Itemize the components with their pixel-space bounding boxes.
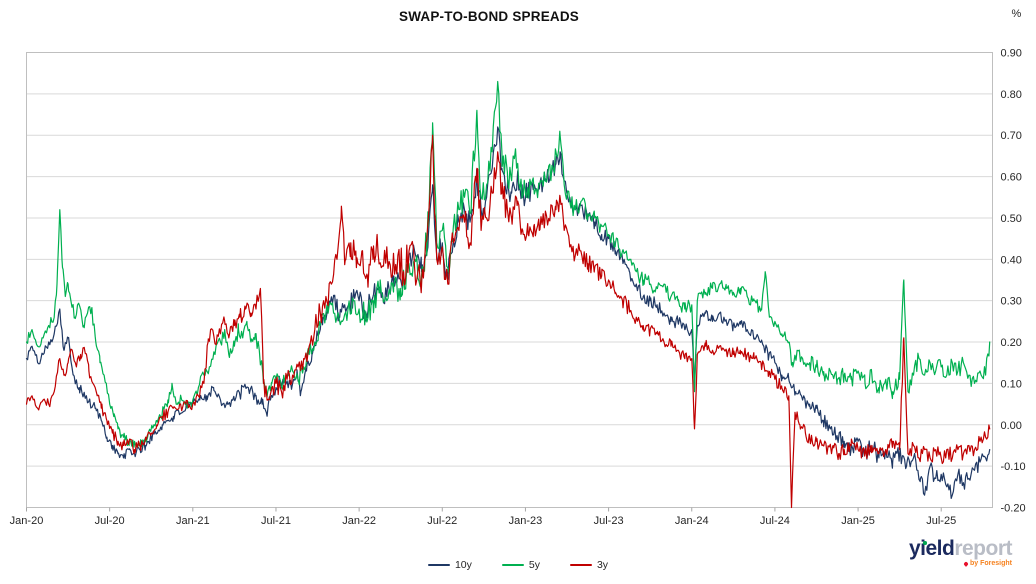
y-axis-label: 0.40 — [1001, 254, 1022, 266]
foresight-pin-icon — [963, 560, 969, 567]
brand-primary-text: yield — [908, 537, 955, 560]
brand-name: yield report — [908, 537, 1013, 560]
x-axis-label: Jan-21 — [176, 515, 210, 527]
series-5y-line — [25, 80, 991, 448]
x-axis-label: Jul-22 — [427, 515, 457, 527]
x-axis-label: Jul-24 — [760, 515, 790, 527]
y-axis-label: 0.60 — [1001, 172, 1022, 184]
x-axis-label: Jan-24 — [675, 515, 709, 527]
legend-label: 5y — [528, 559, 540, 571]
chart-title: SWAP-TO-BOND SPREADS — [398, 9, 579, 24]
legend-label: 3y — [596, 559, 609, 571]
y-axis-label: -0.10 — [1001, 461, 1026, 473]
legend-line-swatch — [501, 563, 524, 567]
x-axis-label: Jan-25 — [841, 515, 875, 527]
legend-line-swatch — [427, 563, 450, 567]
yieldreport-logo: yield report by Foresight — [908, 537, 1013, 567]
legend-item-10y: 10y — [427, 559, 472, 571]
x-axis-label: Jan-20 — [10, 515, 44, 527]
plot-border — [26, 52, 993, 508]
x-axis-label: Jan-23 — [509, 515, 543, 527]
y-axis-label: 0.70 — [1001, 130, 1022, 142]
legend-item-3y: 3y — [569, 559, 609, 571]
brand-tagline: by Foresight — [909, 560, 1012, 567]
y-axis-label: -0.20 — [1001, 503, 1026, 515]
y-axis-unit-label: % — [1012, 8, 1022, 20]
y-axis-label: 0.50 — [1001, 213, 1022, 225]
legend-item-5y: 5y — [501, 559, 540, 571]
y-axis-label: 0.10 — [1001, 378, 1022, 390]
x-axis-label: Jul-20 — [95, 515, 125, 527]
legend-label: 10y — [454, 559, 472, 571]
y-axis-label: 0.20 — [1001, 337, 1022, 349]
x-axis-label: Jul-25 — [926, 515, 956, 527]
brand-tagline-text: by Foresight — [969, 560, 1012, 567]
brand-green-dot-icon — [923, 541, 927, 545]
chart-legend: 10y 5y 3y — [0, 556, 1036, 574]
legend-line-swatch — [569, 563, 592, 567]
x-axis-label: Jul-21 — [261, 515, 291, 527]
y-axis-label: 0.30 — [1001, 296, 1022, 308]
brand-secondary-text: report — [954, 537, 1012, 560]
y-axis-label: 0.00 — [1001, 420, 1022, 432]
y-axis-label: 0.90 — [1001, 48, 1022, 60]
x-axis-label: Jan-22 — [342, 515, 376, 527]
x-axis-label: Jul-23 — [594, 515, 624, 527]
series-3y-line — [25, 134, 991, 509]
y-axis-label: 0.80 — [1001, 89, 1022, 101]
